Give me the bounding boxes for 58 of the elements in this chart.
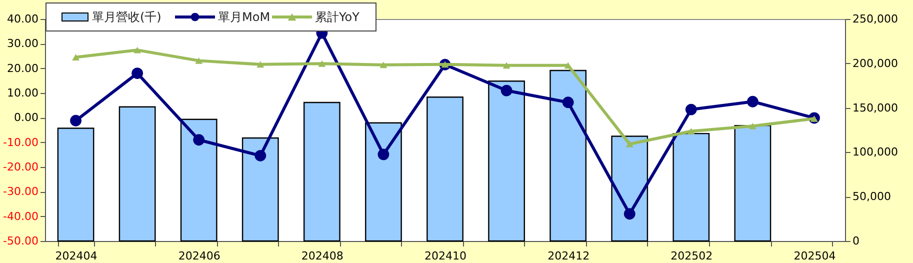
point [502,62,510,69]
y2-tick-label: 150,000 [852,101,898,114]
point [318,60,326,67]
x-tick-label: 202406 [178,250,220,262]
y-tick-label: 20.00 [7,62,38,75]
legend-label: 單月MoM [218,10,270,24]
x-tick-label: 202504 [794,250,836,262]
x-tick-label: 202502 [670,250,713,262]
point [685,104,697,116]
bar [365,122,402,242]
point [70,114,82,126]
x-tick-label: 202412 [548,250,590,262]
x-tick-label: 202408 [301,250,344,262]
point [746,96,758,108]
point [624,208,636,220]
bar [488,80,525,242]
point [500,84,512,96]
y2-tick-label: 250,000 [852,12,898,26]
y-tick-label: 30.00 [7,37,38,50]
y-tick-label: -20.00 [3,160,38,174]
legend-label: 單月營收(千) [92,10,162,24]
y-tick-label: -50.00 [3,234,38,248]
bar [180,118,218,242]
y2-tick-label: 100,000 [852,146,898,159]
y2-tick-label: 0 [852,234,860,248]
point [134,46,142,54]
point [748,122,756,130]
x-tick-label: 202404 [55,250,98,262]
point [626,140,634,148]
bar [734,124,772,242]
y-tick-label: -40.00 [3,210,38,223]
point [564,62,572,69]
y2-tick-label: 50,000 [852,190,891,204]
bar [303,102,340,242]
point [193,134,205,146]
legend-label: 累計YoY [315,10,360,24]
point [72,54,80,60]
y-tick-label: 40.00 [7,12,38,26]
bar [550,70,587,242]
y2-tick-label: 200,000 [852,56,898,70]
bar [426,96,464,242]
point [380,62,388,68]
bar [57,128,94,242]
y-tick-label: -30.00 [3,185,38,198]
y-tick-label: -10.00 [3,136,38,149]
point [687,128,695,134]
bar [118,106,156,242]
point [256,61,264,68]
point [254,150,266,162]
bar [242,137,279,242]
point [132,68,144,79]
bar [672,132,710,242]
y-tick-label: 10.00 [7,86,38,100]
x-tick-label: 202410 [424,250,466,262]
point [195,57,203,64]
point [378,148,390,160]
point [562,96,574,108]
y-tick-label: 0.00 [14,111,38,124]
